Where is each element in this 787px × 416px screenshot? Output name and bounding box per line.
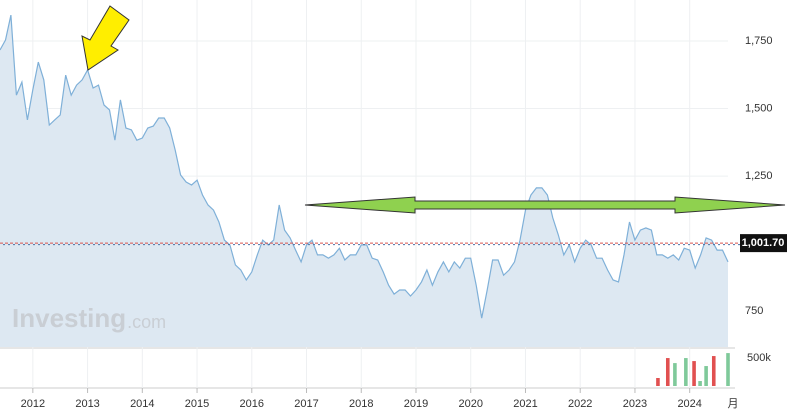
x-tick-label: 2020 — [458, 398, 482, 410]
volume-bar — [704, 366, 708, 386]
x-tick-label: 2015 — [185, 398, 209, 410]
y-tick-label: 1,250 — [745, 170, 773, 182]
axes: 750 1,250 1,500 1,750 2012 2013 2014 2015 2016 20… — [21, 35, 787, 410]
interval-label: 月 — [728, 398, 739, 410]
plot — [0, 14, 740, 386]
green-double-arrow — [304, 196, 786, 214]
last-value-label: 1,001.70 — [742, 237, 785, 249]
x-tick-label: 2014 — [130, 398, 154, 410]
x-tick-label: 2019 — [404, 398, 428, 410]
y-tick-label: 1,750 — [745, 35, 773, 47]
volume-bar — [665, 358, 670, 386]
volume-bar — [698, 381, 702, 386]
x-tick-label: 2016 — [240, 398, 264, 410]
volume-bar — [711, 356, 716, 386]
last-value-box — [740, 234, 787, 253]
y-tick-label: 500k — [747, 352, 771, 364]
x-tick-label: 2023 — [623, 398, 647, 410]
x-tick-label: 2013 — [75, 398, 99, 410]
x-tick-label: 2017 — [294, 398, 318, 410]
x-tick-label: 2022 — [568, 398, 592, 410]
volume-bar — [692, 361, 696, 386]
volume-bar — [673, 363, 677, 386]
volume-bar — [656, 378, 660, 386]
volume-bar — [684, 358, 688, 386]
y-tick-label: 1,500 — [745, 102, 773, 114]
x-tick-label: 2024 — [677, 398, 701, 410]
watermark-suffix: .com — [127, 312, 166, 332]
volume-bar — [726, 353, 730, 386]
x-tick-label: 2018 — [349, 398, 373, 410]
x-tick-label: 2021 — [513, 398, 537, 410]
y-tick-label: 750 — [745, 305, 763, 317]
area — [0, 15, 728, 347]
x-tick-label: 2012 — [21, 398, 45, 410]
watermark: Investing — [12, 303, 126, 333]
yellow-arrow — [81, 5, 130, 71]
